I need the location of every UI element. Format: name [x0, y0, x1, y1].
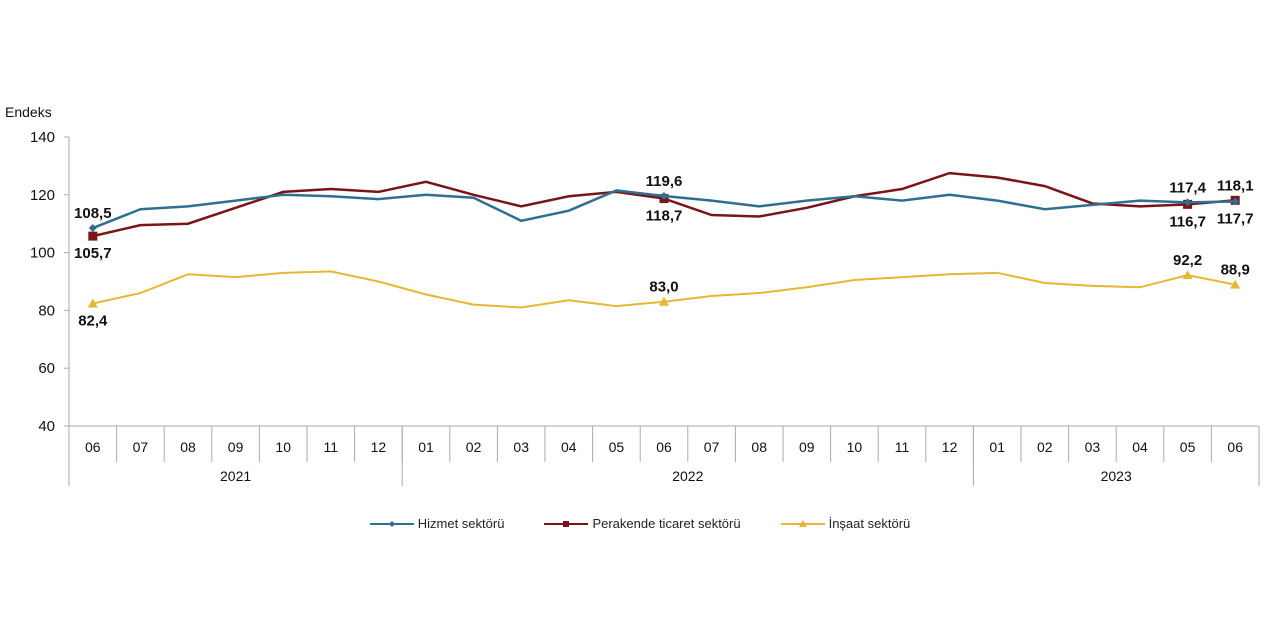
- x-tick-label: 01: [418, 439, 434, 455]
- x-tick-label: 03: [513, 439, 529, 455]
- legend-label: İnşaat sektörü: [828, 516, 911, 531]
- x-tick-label: 12: [942, 439, 958, 455]
- data-point-marker: [1230, 279, 1241, 289]
- x-tick-label: 05: [1180, 439, 1196, 455]
- data-label: 119,6: [646, 173, 683, 190]
- year-label: 2023: [1101, 468, 1132, 484]
- data-point-marker: [87, 298, 98, 308]
- year-label: 2021: [220, 468, 251, 484]
- legend-item-insaat: İnşaat sektörü: [780, 516, 911, 531]
- data-label: 117,4: [1169, 179, 1206, 196]
- y-tick-label: 100: [30, 245, 55, 262]
- y-tick-label: 80: [38, 302, 55, 319]
- data-label: 117,7: [1217, 210, 1254, 227]
- x-tick-label: 01: [989, 439, 1005, 455]
- y-tick-label: 140: [30, 129, 55, 146]
- data-point-marker: [660, 191, 668, 200]
- legend: Hizmet sektörü Perakende ticaret sektörü…: [0, 516, 1280, 531]
- x-tick-label: 07: [704, 439, 720, 455]
- data-label: 82,4: [78, 312, 108, 329]
- data-point-marker: [1231, 197, 1240, 206]
- x-tick-label: 12: [371, 439, 387, 455]
- x-tick-label: 07: [133, 439, 149, 455]
- data-point-marker: [88, 231, 98, 241]
- data-label: 118,1: [1217, 177, 1254, 194]
- legend-item-perakende: Perakende ticaret sektörü: [544, 516, 741, 531]
- x-tick-label: 10: [275, 439, 291, 455]
- y-tick-label: 40: [38, 418, 55, 435]
- data-label: 105,7: [74, 245, 112, 262]
- legend-swatch-hizmet: [369, 520, 414, 527]
- x-tick-label: 09: [799, 439, 815, 455]
- y-axis-label: Endeks: [5, 104, 52, 120]
- x-tick-label: 02: [466, 439, 482, 455]
- x-tick-label: 08: [180, 439, 196, 455]
- data-label: 92,2: [1173, 252, 1202, 269]
- x-tick-label: 04: [561, 439, 577, 455]
- year-label: 2022: [672, 468, 703, 484]
- y-tick-label: 60: [38, 360, 55, 377]
- x-tick-label: 11: [324, 439, 339, 455]
- data-point-marker: [88, 224, 97, 233]
- legend-label: Hizmet sektörü: [417, 516, 505, 531]
- data-label: 118,7: [646, 208, 683, 225]
- y-tick-label: 120: [30, 187, 55, 204]
- x-tick-label: 03: [1085, 439, 1101, 455]
- data-point-marker: [659, 296, 669, 306]
- x-tick-label: 09: [228, 439, 244, 455]
- legend-label: Perakende ticaret sektörü: [592, 516, 741, 531]
- x-tick-label: 10: [847, 439, 863, 455]
- x-tick-label: 11: [895, 439, 910, 455]
- x-tick-label: 04: [1132, 439, 1148, 455]
- data-label: 116,7: [1169, 213, 1206, 230]
- x-tick-label: 02: [1037, 439, 1053, 455]
- data-label: 108,5: [74, 205, 112, 222]
- legend-swatch-perakende: [544, 520, 589, 527]
- data-label: 88,9: [1221, 262, 1250, 279]
- legend-swatch-insaat: [780, 519, 825, 527]
- legend-item-hizmet: Hizmet sektörü: [369, 516, 505, 531]
- data-label: 83,0: [649, 279, 678, 296]
- data-point-marker: [1182, 270, 1193, 280]
- x-tick-label: 06: [1227, 439, 1243, 455]
- x-tick-label: 06: [656, 439, 672, 455]
- x-tick-label: 08: [751, 439, 767, 455]
- data-point-marker: [1183, 198, 1192, 207]
- x-tick-label: 06: [85, 439, 101, 455]
- x-tick-label: 05: [609, 439, 625, 455]
